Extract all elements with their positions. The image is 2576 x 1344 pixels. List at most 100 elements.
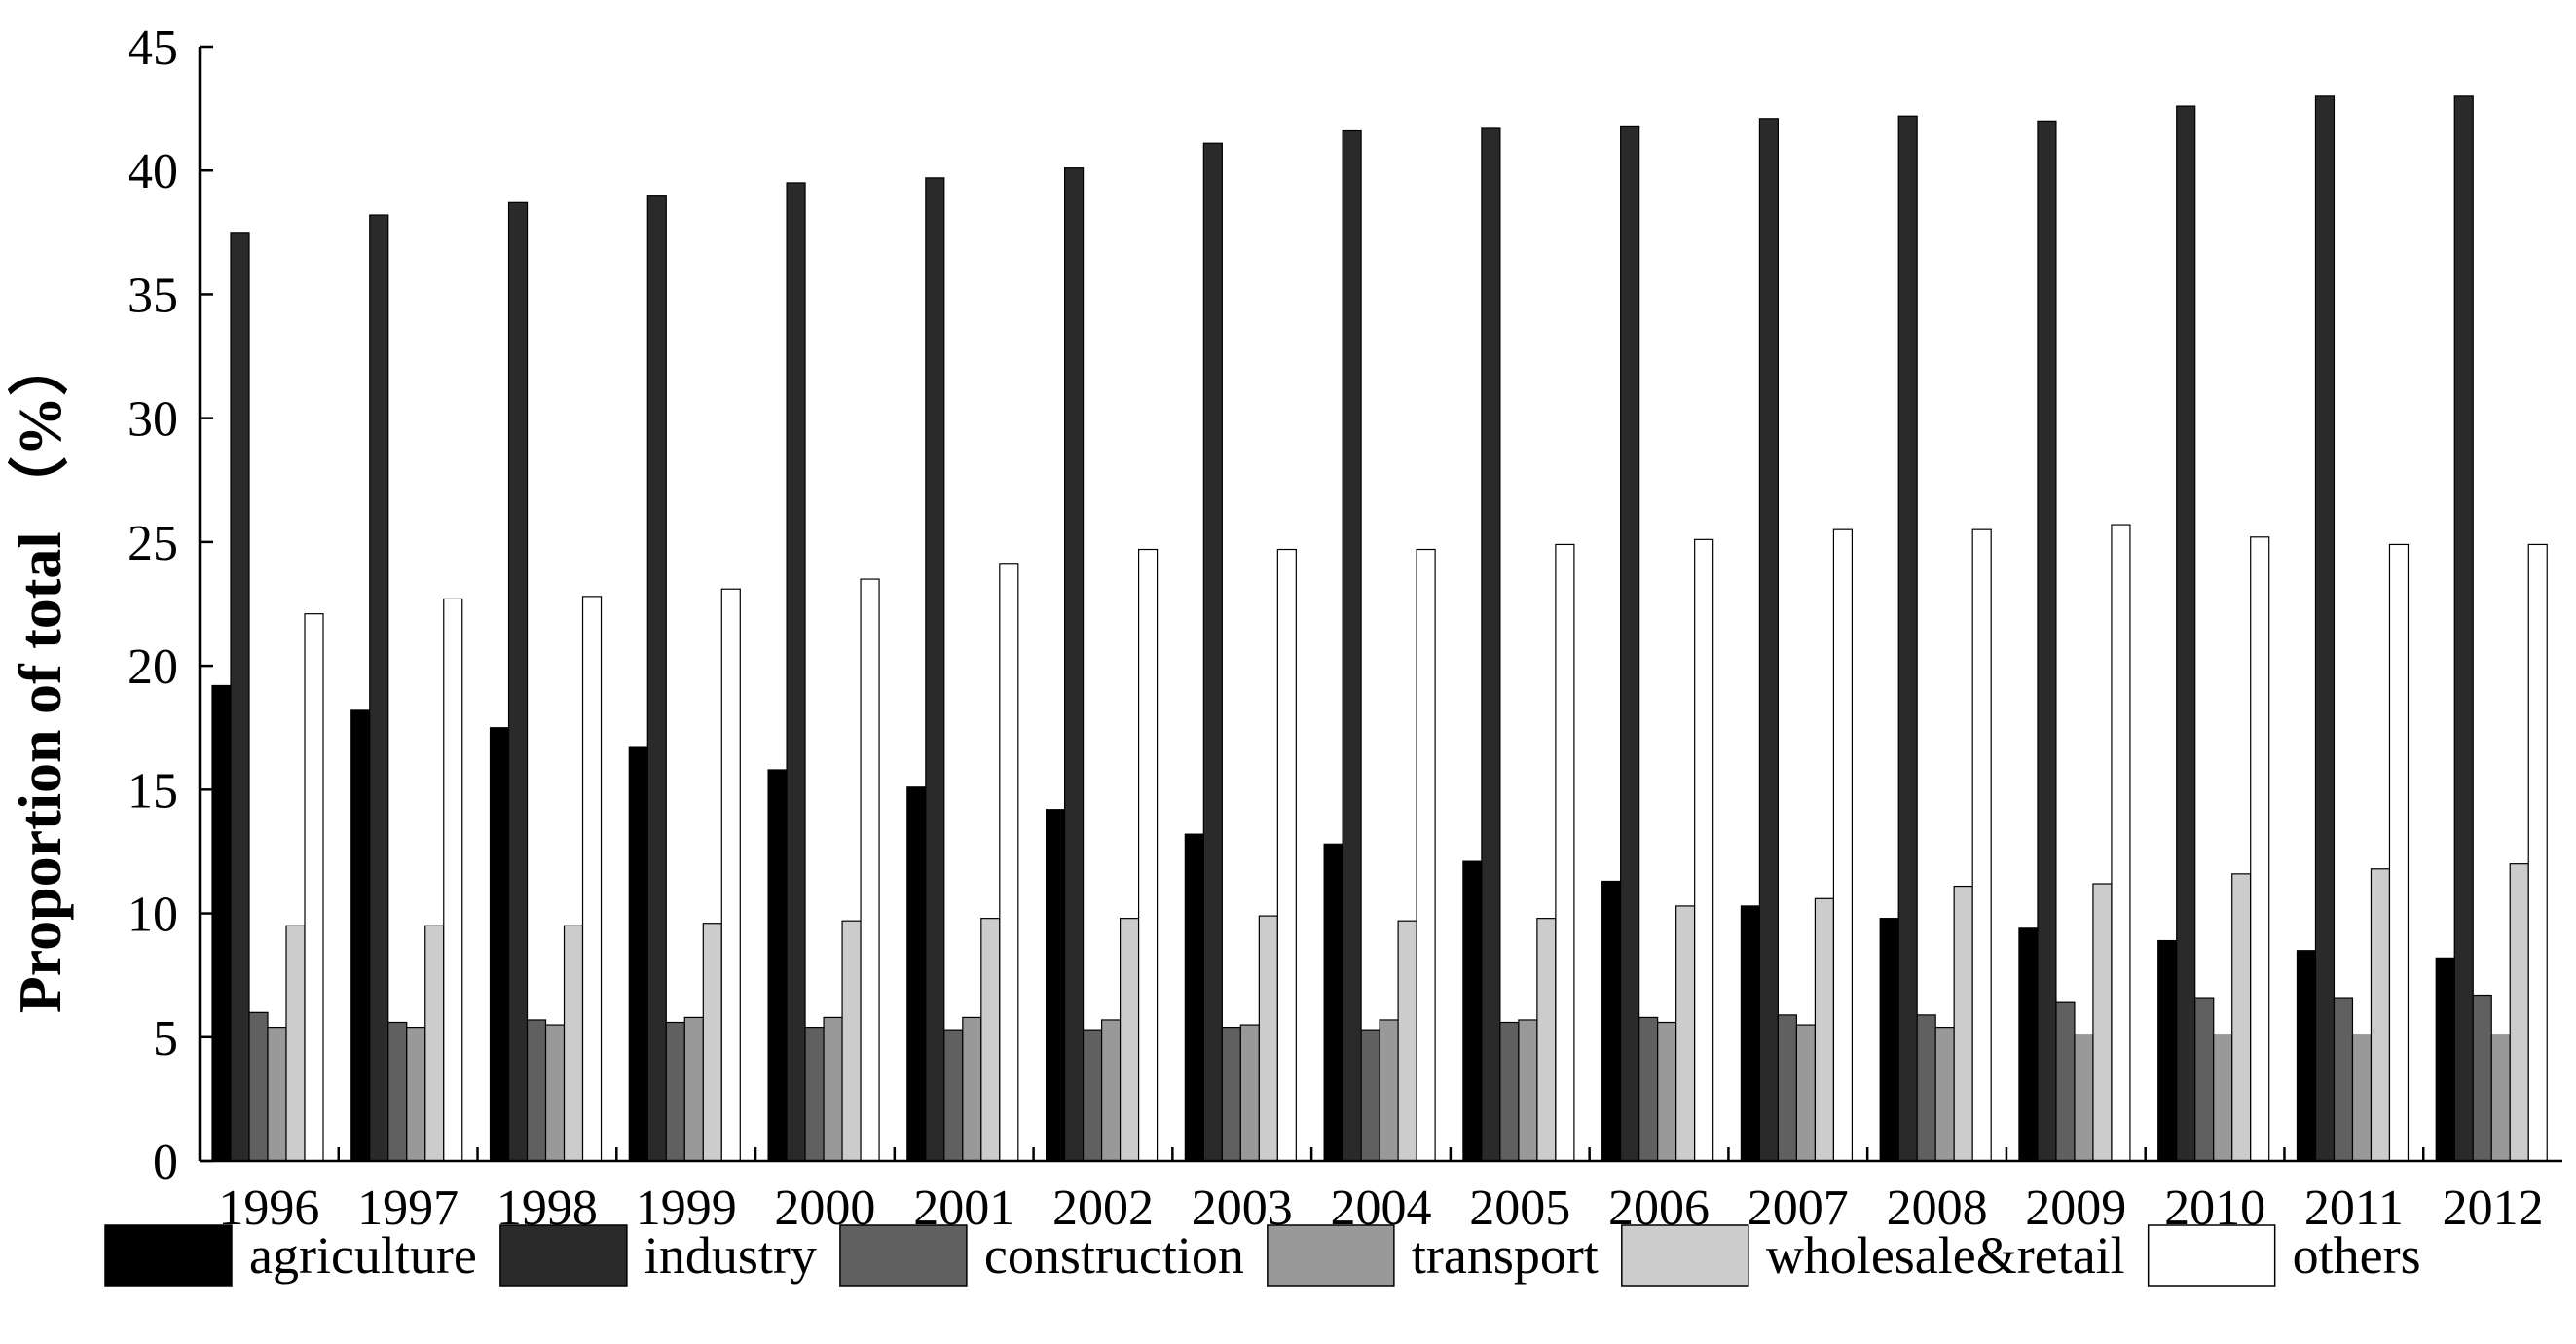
bar-agriculture-1999 (628, 746, 648, 1162)
bar-wholesale-retail-1996 (285, 925, 306, 1162)
bar-wholesale-retail-2000 (841, 920, 862, 1162)
bar-construction-2007 (1777, 1014, 1798, 1162)
legend-label-construction: construction (984, 1226, 1244, 1285)
bar-transport-1997 (406, 1026, 426, 1162)
bar-transport-2007 (1795, 1024, 1817, 1162)
bar-industry-2011 (2314, 95, 2336, 1162)
bar-wholesale-retail-2010 (2231, 873, 2252, 1162)
bar-industry-2009 (2037, 120, 2057, 1162)
y-tick-label-25: 25 (128, 516, 178, 571)
legend-swatch-agriculture (104, 1224, 233, 1287)
x-axis: 1996 1997 1998 1999 2000 2001 2002 2003 2004 2005… (200, 1147, 2562, 1236)
bar-wholesale-retail-2004 (1397, 920, 1417, 1162)
bar-wholesale-retail-1997 (424, 925, 445, 1162)
bar-industry-2005 (1481, 127, 1501, 1162)
legend-swatch-construction (839, 1224, 968, 1287)
bar-transport-1996 (267, 1026, 287, 1162)
y-tick-label-35: 35 (128, 268, 178, 323)
bar-construction-2000 (804, 1026, 825, 1162)
x-tick-label-2012: 2012 (2443, 1181, 2544, 1236)
bar-transport-2009 (2074, 1034, 2094, 1162)
x-tick-label-2008: 2008 (1887, 1181, 1988, 1236)
bar-agriculture-1997 (350, 709, 371, 1162)
y-tick-label-15: 15 (128, 763, 178, 818)
y-axis-title-group: Proportion of total （%） (6, 336, 74, 1013)
bar-transport-2000 (823, 1016, 843, 1162)
bar-construction-2005 (1499, 1021, 1520, 1162)
y-tick-label-20: 20 (128, 639, 178, 695)
bar-agriculture-2011 (2296, 950, 2317, 1162)
bar-construction-1996 (248, 1011, 269, 1162)
bar-industry-2003 (1202, 142, 1223, 1162)
bar-agriculture-2005 (1462, 860, 1483, 1162)
bar-others-1998 (581, 596, 603, 1162)
x-tick-label-2005: 2005 (1469, 1181, 1570, 1236)
bar-construction-2003 (1221, 1026, 1241, 1162)
bar-agriculture-1996 (211, 684, 232, 1162)
y-axis: 0 5 10 15 20 25 30 35 40 45 (128, 20, 213, 1190)
bar-wholesale-retail-2006 (1675, 905, 1696, 1162)
bar-industry-1999 (646, 195, 667, 1162)
bar-industry-1998 (507, 201, 529, 1162)
bar-transport-2001 (962, 1016, 982, 1162)
y-tick-label-45: 45 (128, 20, 178, 76)
bar-others-2011 (2388, 543, 2410, 1162)
bar-industry-2002 (1063, 167, 1085, 1162)
y-tick-label-5: 5 (153, 1011, 178, 1067)
bar-others-2012 (2527, 543, 2548, 1162)
legend: agriculture industry construction transport… (104, 1224, 2421, 1287)
bar-transport-1998 (544, 1024, 566, 1162)
bar-construction-2012 (2472, 994, 2492, 1162)
bar-construction-2001 (943, 1029, 964, 1162)
legend-label-others: others (2293, 1226, 2421, 1285)
bar-agriculture-2009 (2018, 927, 2039, 1162)
bar-agriculture-1998 (489, 727, 510, 1162)
bar-wholesale-retail-2011 (2370, 868, 2391, 1162)
bar-transport-2011 (2351, 1034, 2373, 1162)
legend-swatch-transport (1267, 1224, 1395, 1287)
legend-swatch-industry (499, 1224, 628, 1287)
bar-wholesale-retail-2002 (1119, 918, 1140, 1162)
bar-others-2008 (1971, 528, 1992, 1162)
bar-construction-1997 (387, 1021, 408, 1162)
bar-others-1996 (304, 613, 324, 1162)
bar-construction-2010 (2194, 997, 2215, 1162)
bar-others-2000 (860, 578, 880, 1162)
x-tick-label-2002: 2002 (1052, 1181, 1154, 1236)
legend-label-industry: industry (644, 1226, 817, 1285)
legend-swatch-others (2147, 1224, 2276, 1287)
bar-construction-1999 (665, 1021, 685, 1162)
bar-industry-2007 (1758, 118, 1780, 1162)
bar-industry-2000 (786, 182, 806, 1162)
bar-others-2002 (1137, 548, 1159, 1162)
bar-others-2006 (1694, 538, 1714, 1162)
bar-construction-2009 (2055, 1001, 2076, 1162)
x-tick-label-2007: 2007 (1748, 1181, 1849, 1236)
bar-industry-1996 (230, 232, 250, 1162)
bar-transport-1999 (683, 1016, 704, 1162)
legend-label-transport: transport (1412, 1226, 1599, 1285)
bar-wholesale-retail-2003 (1258, 915, 1278, 1162)
bar-construction-2008 (1916, 1014, 1936, 1162)
bar-construction-1998 (526, 1019, 547, 1162)
legend-swatch-wholesale-retail (1621, 1224, 1749, 1287)
bar-agriculture-2012 (2435, 957, 2455, 1162)
bar-agriculture-2004 (1323, 843, 1343, 1162)
bar-others-2004 (1416, 548, 1436, 1162)
bar-industry-2012 (2453, 95, 2474, 1162)
bar-transport-2012 (2490, 1034, 2511, 1162)
bar-agriculture-2006 (1601, 880, 1622, 1162)
bar-transport-2003 (1239, 1024, 1260, 1162)
bar-industry-2001 (925, 177, 945, 1162)
bar-agriculture-2002 (1045, 809, 1066, 1162)
x-tick-label-1996: 1996 (218, 1181, 319, 1236)
bar-others-2005 (1555, 543, 1575, 1162)
bar-industry-2008 (1897, 115, 1918, 1162)
bar-transport-2010 (2213, 1034, 2233, 1162)
bar-wholesale-retail-2005 (1536, 918, 1557, 1162)
bar-industry-2010 (2176, 105, 2196, 1162)
bar-others-2010 (2250, 536, 2270, 1162)
bar-wholesale-retail-1999 (702, 923, 722, 1162)
bar-others-1999 (720, 588, 741, 1162)
